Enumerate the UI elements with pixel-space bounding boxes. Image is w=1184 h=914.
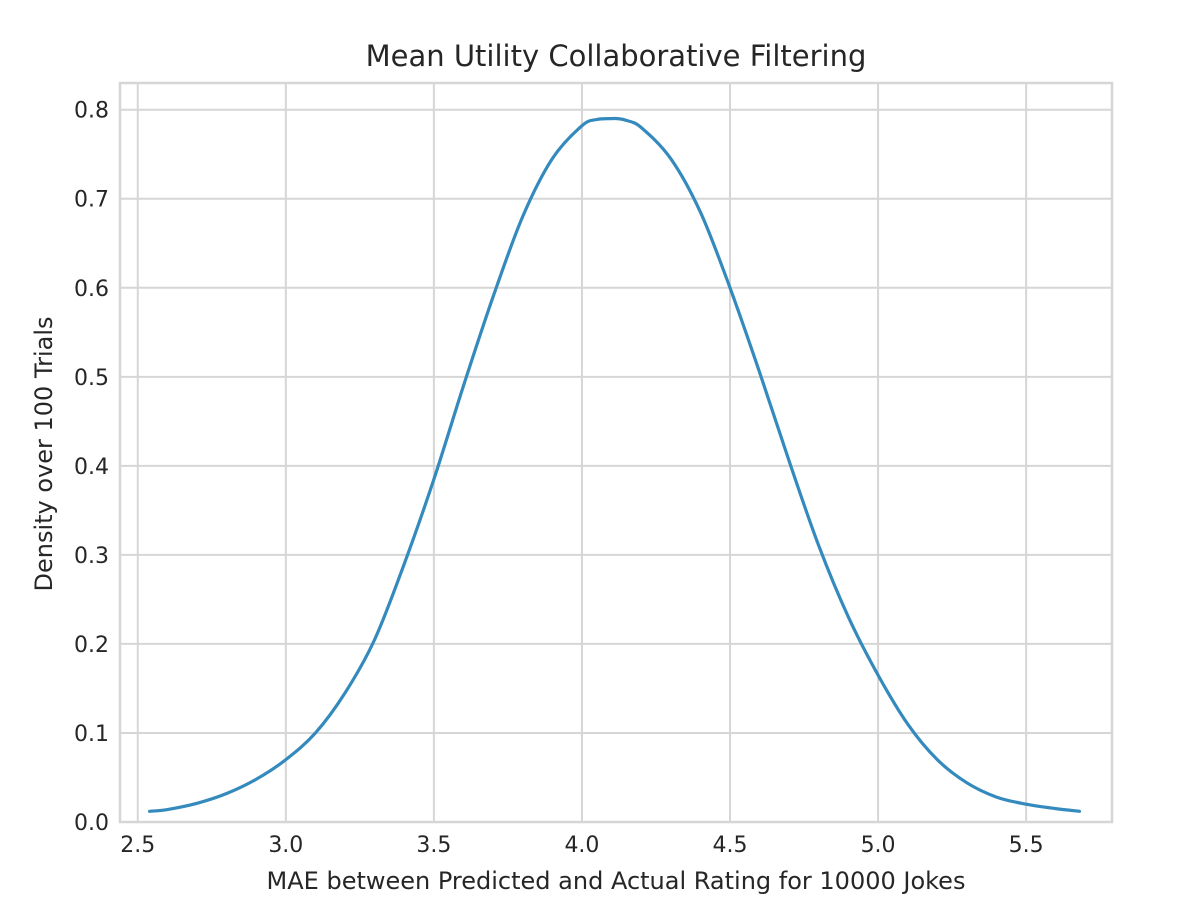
x-tick-label: 2.5 — [120, 833, 155, 858]
y-tick-label: 0.0 — [74, 811, 109, 836]
density-curve — [148, 116, 1082, 813]
x-tick-label: 4.5 — [713, 833, 748, 858]
x-tick-label: 4.0 — [564, 833, 599, 858]
y-tick-label: 0.3 — [74, 544, 109, 569]
x-tick-label: 3.0 — [268, 833, 303, 858]
x-tick-label: 3.5 — [416, 833, 451, 858]
y-tick-label: 0.1 — [74, 722, 109, 747]
y-tick-label: 0.5 — [74, 366, 109, 391]
x-tick-label: 5.0 — [861, 833, 896, 858]
grid — [120, 83, 1112, 823]
series-layer — [148, 116, 1082, 813]
y-tick-label: 0.2 — [74, 633, 109, 658]
y-axis-label: Density over 100 Trials — [30, 316, 58, 591]
tick-labels: 2.5 3.0 3.5 4.0 4.5 5.0 5.5 0.0 0.1 0.2 0.3 0.4 0.5 0… — [74, 99, 1044, 858]
chart-title: Mean Utility Collaborative Filtering — [366, 39, 867, 73]
x-axis-label: MAE between Predicted and Actual Rating … — [267, 867, 966, 895]
plot-frame — [118, 81, 1114, 824]
y-tick-label: 0.8 — [74, 99, 109, 124]
y-tick-label: 0.7 — [74, 188, 109, 213]
x-tick-label: 5.5 — [1009, 833, 1044, 858]
y-tick-label: 0.4 — [74, 455, 109, 480]
y-tick-label: 0.6 — [74, 277, 109, 302]
